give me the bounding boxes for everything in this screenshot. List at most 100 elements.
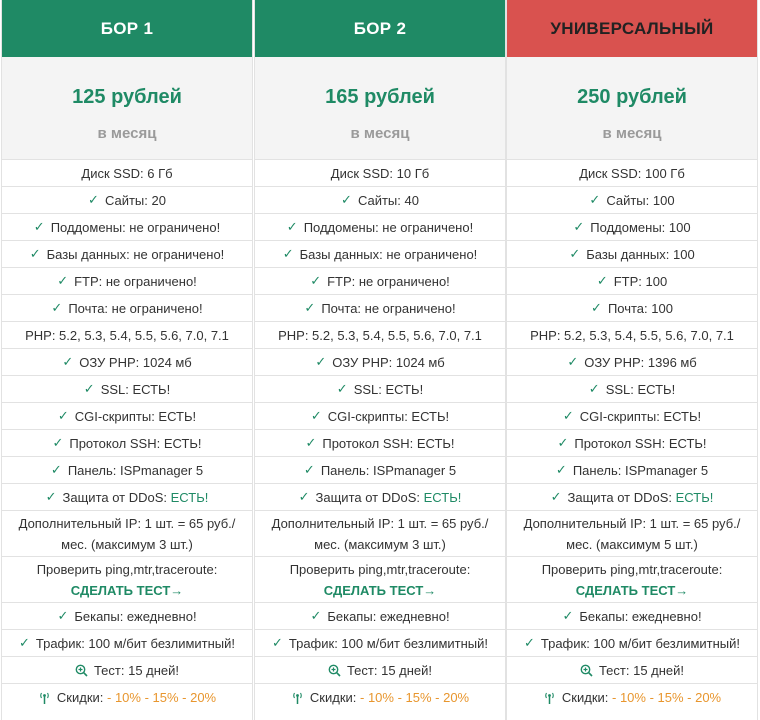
feature-text: Панель: ISPmanager 5 — [320, 462, 457, 478]
feature-text: Дополнительный IP: 1 шт. = 65 руб./ — [523, 515, 741, 531]
feature-text: CGI-скрипты: ЕСТЬ! — [327, 408, 450, 424]
feature-text: Тест: 15 дней! — [346, 662, 433, 678]
feature-trial: Тест: 15 дней! — [2, 657, 252, 684]
feature-text: SSL: ЕСТЬ! — [353, 381, 424, 397]
plan-price: 250 рублей — [577, 86, 687, 108]
feature-ssh: ✓ Протокол SSH: ЕСТЬ! — [255, 430, 505, 457]
feature-text: Протокол SSH: ЕСТЬ! — [574, 435, 707, 451]
check-icon: ✓ — [567, 354, 579, 369]
antenna-icon — [291, 691, 304, 704]
feature-text: Панель: ISPmanager 5 — [572, 462, 709, 478]
check-icon: ✓ — [51, 300, 63, 315]
feature-discounts: Скидки: - 10% - 15% - 20% — [2, 684, 252, 711]
plan-price: 165 рублей — [325, 86, 435, 108]
feature-databases: ✓ Базы данных: не ограничено! — [2, 241, 252, 268]
feature-text: Протокол SSH: ЕСТЬ! — [69, 435, 202, 451]
feature-ram: ✓ ОЗУ PHP: 1024 мб — [2, 349, 252, 376]
feature-mail: ✓ Почта: не ограничено! — [2, 295, 252, 322]
feature-disk: Диск SSD: 10 Гб — [255, 160, 505, 187]
check-icon: ✓ — [271, 635, 283, 650]
feature-text: Сайты: 100 — [606, 192, 675, 208]
zoom-in-icon — [328, 664, 341, 677]
feature-text: Защита от DDoS: — [315, 489, 424, 505]
feature-text: Проверить ping,mtr,traceroute: — [289, 561, 471, 577]
check-icon: ✓ — [286, 219, 298, 234]
feature-disk: Диск SSD: 100 Гб — [507, 160, 757, 187]
feature-text: Трафик: 100 м/бит безлимитный! — [288, 635, 489, 651]
price-box: 165 рублей в месяц — [255, 57, 505, 160]
feature-text: Трафик: 100 м/бит безлимитный! — [35, 635, 236, 651]
feature-subdomains: ✓ Поддомены: не ограничено! — [255, 214, 505, 241]
feature-text: Дополнительный IP: 1 шт. = 65 руб./ — [271, 515, 489, 531]
feature-ftp: ✓ FTP: не ограничено! — [2, 268, 252, 295]
check-icon: ✓ — [298, 489, 310, 504]
feature-disk: Диск SSD: 6 Гб — [2, 160, 252, 187]
feature-discounts: Скидки: - 10% - 15% - 20% — [255, 684, 505, 711]
feature-text: Защита от DDoS: — [62, 489, 171, 505]
feature-ssl: ✓ SSL: ЕСТЬ! — [255, 376, 505, 403]
feature-text: ОЗУ PHP: 1024 мб — [79, 354, 192, 370]
run-test-link[interactable]: СДЕЛАТЬ ТЕСТ→ — [70, 582, 184, 598]
ddos-value: ЕСТЬ! — [423, 489, 462, 505]
feature-ddos: ✓ Защита от DDoS: ЕСТЬ! — [255, 484, 505, 511]
plan-header: БОР 1 — [2, 0, 252, 57]
feature-text: Протокол SSH: ЕСТЬ! — [322, 435, 455, 451]
check-icon: ✓ — [523, 635, 535, 650]
feature-ssl: ✓ SSL: ЕСТЬ! — [507, 376, 757, 403]
feature-text: Скидки: — [309, 690, 360, 705]
feature-text: Бекапы: ежедневно! — [327, 608, 450, 624]
feature-cgi: ✓ CGI-скрипты: ЕСТЬ! — [507, 403, 757, 430]
feature-ping-test: Проверить ping,mtr,traceroute: СДЕЛАТЬ ТЕ… — [507, 557, 757, 603]
discount-value: - 10% - 15% - 20% — [107, 690, 217, 705]
check-icon: ✓ — [562, 408, 574, 423]
feature-ftp: ✓ FTP: 100 — [507, 268, 757, 295]
check-icon: ✓ — [310, 408, 322, 423]
check-icon: ✓ — [557, 435, 569, 450]
zoom-in-icon — [75, 664, 88, 677]
feature-ftp: ✓ FTP: не ограничено! — [255, 268, 505, 295]
feature-text: Диск SSD: 6 Гб — [81, 165, 173, 181]
feature-text: мес. (максимум 3 шт.) — [61, 536, 193, 552]
check-icon: ✓ — [341, 192, 352, 207]
ddos-value: ЕСТЬ! — [170, 489, 209, 505]
discount-value: - 10% - 15% - 20% — [360, 690, 470, 705]
feature-backups: ✓ Бекапы: ежедневно! — [255, 603, 505, 630]
feature-php: PHP: 5.2, 5.3, 5.4, 5.5, 5.6, 7.0, 7.1 — [255, 322, 505, 349]
feature-sites: ✓ Сайты: 100 — [507, 187, 757, 214]
check-icon: ✓ — [562, 608, 574, 623]
run-test-link[interactable]: СДЕЛАТЬ ТЕСТ→ — [323, 582, 437, 598]
feature-text: Бекапы: ежедневно! — [74, 608, 197, 624]
feature-text: Почта: не ограничено! — [321, 300, 456, 316]
feature-text: PHP: 5.2, 5.3, 5.4, 5.5, 5.6, 7.0, 7.1 — [278, 327, 482, 343]
feature-subdomains: ✓ Поддомены: не ограничено! — [2, 214, 252, 241]
feature-mail: ✓ Почта: 100 — [507, 295, 757, 322]
feature-php: PHP: 5.2, 5.3, 5.4, 5.5, 5.6, 7.0, 7.1 — [2, 322, 252, 349]
feature-text: Почта: 100 — [607, 300, 673, 316]
feature-text: мес. (максимум 3 шт.) — [314, 536, 446, 552]
feature-text: Тест: 15 дней! — [598, 662, 685, 678]
feature-text: CGI-скрипты: ЕСТЬ! — [74, 408, 197, 424]
run-test-link[interactable]: СДЕЛАТЬ ТЕСТ→ — [575, 582, 689, 598]
feature-ssl: ✓ SSL: ЕСТЬ! — [2, 376, 252, 403]
feature-text: Базы данных: не ограничено! — [46, 246, 225, 262]
feature-text: SSL: ЕСТЬ! — [605, 381, 676, 397]
feature-text: Проверить ping,mtr,traceroute: — [541, 561, 723, 577]
feature-subdomains: ✓ Поддомены: 100 — [507, 214, 757, 241]
feature-text: Скидки: — [561, 690, 612, 705]
feature-text: PHP: 5.2, 5.3, 5.4, 5.5, 5.6, 7.0, 7.1 — [25, 327, 229, 343]
price-box: 125 рублей в месяц — [2, 57, 252, 160]
check-icon: ✓ — [83, 381, 95, 396]
feature-text: Трафик: 100 м/бит безлимитный! — [540, 635, 741, 651]
feature-sites: ✓ Сайты: 40 — [255, 187, 505, 214]
feature-text: Базы данных: 100 — [586, 246, 695, 262]
feature-text: Поддомены: 100 — [590, 219, 691, 235]
check-icon: ✓ — [282, 246, 294, 261]
feature-ping-test: Проверить ping,mtr,traceroute: СДЕЛАТЬ ТЕ… — [2, 557, 252, 603]
feature-panel: ✓ Панель: ISPmanager 5 — [507, 457, 757, 484]
plan-header: УНИВЕРСАЛЬНЫЙ — [507, 0, 757, 57]
check-icon: ✓ — [555, 462, 567, 477]
check-icon: ✓ — [50, 462, 62, 477]
feature-text: ОЗУ PHP: 1396 мб — [584, 354, 697, 370]
feature-ping-test: Проверить ping,mtr,traceroute: СДЕЛАТЬ ТЕ… — [255, 557, 505, 603]
